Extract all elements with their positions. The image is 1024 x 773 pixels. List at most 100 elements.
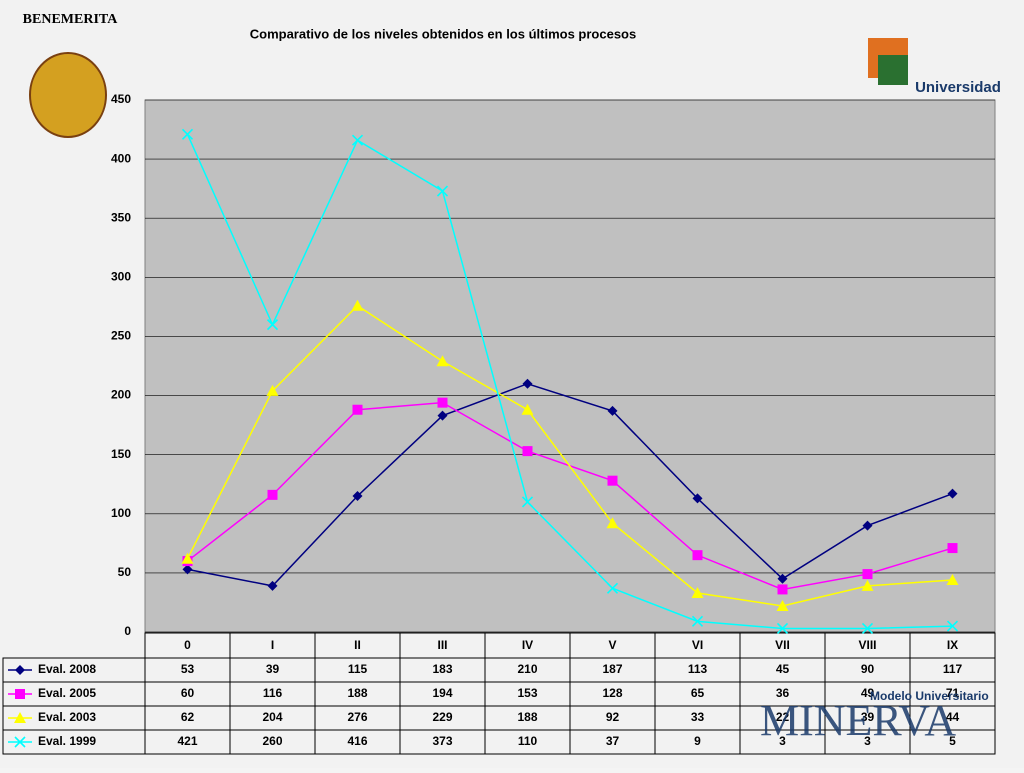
logo-text: Universidad (915, 79, 1001, 96)
x-tick-label: IV (522, 638, 533, 652)
table-value: 187 (602, 662, 622, 676)
table-value: 39 (861, 710, 875, 724)
legend-label: Eval. 2003 (38, 710, 96, 724)
marker (691, 615, 704, 627)
x-tick-label: I (271, 638, 274, 652)
x-tick-label: II (354, 638, 361, 652)
x-tick-label: VII (775, 638, 790, 652)
table-value: 113 (688, 662, 708, 676)
line (187, 382, 953, 587)
marker (947, 488, 958, 499)
marker (776, 599, 789, 611)
table-value: 373 (432, 734, 452, 748)
table-value: 3 (779, 734, 786, 748)
table-value: 117 (943, 662, 963, 676)
plot-area (144, 99, 996, 633)
marker (607, 405, 618, 416)
table-value: 128 (602, 686, 622, 700)
x-tick-label: VIII (858, 638, 876, 652)
marker (776, 622, 789, 635)
table-value: 36 (776, 686, 790, 700)
table-value: 71 (946, 686, 960, 700)
legend-marker (14, 712, 26, 723)
marker (862, 520, 873, 531)
y-tick-label: 350 (111, 210, 131, 224)
x-tick-label: 0 (184, 638, 191, 652)
marker (692, 550, 703, 561)
y-tick-label: 400 (111, 151, 131, 165)
marker (352, 491, 363, 502)
left-logo: BENEMERITA (23, 12, 119, 138)
table-value: 188 (517, 710, 537, 724)
marker (181, 552, 194, 564)
y-tick-label: 50 (118, 565, 132, 579)
marker (946, 573, 959, 585)
logo-text: BENEMERITA (23, 12, 119, 27)
marker (521, 496, 534, 508)
logo-shape (878, 55, 908, 85)
marker (861, 579, 874, 591)
table-value: 115 (348, 662, 368, 676)
table-value: 33 (691, 710, 705, 724)
marker (777, 573, 788, 584)
table-value: 22 (776, 710, 790, 724)
marker (351, 299, 364, 311)
table-value: 90 (861, 662, 875, 676)
table-value: 276 (347, 710, 367, 724)
table-value: 260 (262, 734, 282, 748)
table-value: 204 (262, 710, 282, 724)
marker (437, 410, 448, 421)
legend-label: Eval. 2008 (38, 662, 96, 676)
table-value: 92 (606, 710, 620, 724)
marker (692, 493, 703, 504)
table-value: 421 (177, 734, 197, 748)
table-value: 153 (517, 686, 537, 700)
chart-title: Comparativo de los niveles obtenidos en … (250, 26, 636, 41)
table-value: 110 (518, 734, 538, 748)
table-value: 65 (691, 686, 705, 700)
legend-label: Eval. 1999 (38, 734, 96, 748)
legend-marker (15, 665, 25, 675)
marker (521, 403, 534, 415)
line (186, 133, 953, 630)
marker (181, 128, 194, 140)
table-value: 44 (946, 710, 960, 724)
marker (606, 517, 619, 529)
logo-text: MINERVA (760, 696, 956, 745)
seal (29, 52, 107, 138)
table-value: 60 (181, 686, 195, 700)
marker (352, 404, 363, 415)
y-tick-label: 200 (111, 388, 131, 402)
marker (522, 446, 533, 457)
y-tick-label: 300 (111, 270, 131, 284)
marker (946, 620, 959, 632)
marker (351, 134, 364, 146)
marker (947, 543, 958, 554)
marker (267, 580, 278, 591)
marker (607, 475, 618, 486)
marker (267, 489, 278, 500)
y-tick-label: 250 (111, 329, 131, 343)
table-value: 210 (517, 662, 537, 676)
table-value: 39 (266, 662, 280, 676)
marker (436, 355, 449, 367)
table-value: 9 (694, 734, 701, 748)
table-value: 62 (181, 710, 195, 724)
table-value: 37 (606, 734, 620, 748)
x-tick-label: IX (947, 638, 958, 652)
right-logo: Universidad (868, 38, 1001, 96)
y-tick-label: 100 (111, 506, 131, 520)
marker (862, 569, 873, 580)
line (186, 304, 953, 607)
table-value: 188 (347, 686, 367, 700)
marker (437, 397, 448, 408)
marker (691, 586, 704, 598)
y-tick-label: 0 (124, 624, 131, 638)
legend-marker (14, 736, 26, 748)
marker (606, 582, 619, 594)
table-value: 194 (432, 686, 452, 700)
marker (266, 384, 279, 396)
table-value: 3 (864, 734, 871, 748)
marker (436, 185, 449, 197)
